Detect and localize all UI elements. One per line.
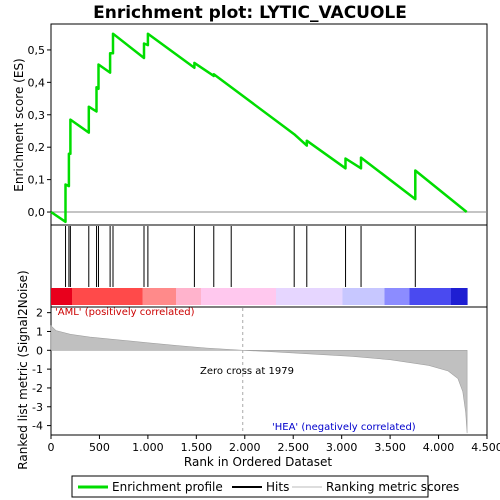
rank-y-tick-label: 2 bbox=[36, 307, 43, 320]
x-tick-label: 0 bbox=[48, 441, 55, 454]
x-tick-label: 3.500 bbox=[374, 441, 406, 454]
rank-y-tick-label: 1 bbox=[36, 325, 43, 338]
es-y-tick-label: 0,2 bbox=[28, 141, 46, 154]
es-y-tick-label: 0,0 bbox=[28, 206, 46, 219]
x-axis-ticks: 0 500 1.000 1.500 2.000 2.500 3.000 3.500 4.000 4… bbox=[48, 435, 500, 454]
x-tick-label: 3.000 bbox=[326, 441, 358, 454]
rank-panel-frame bbox=[50, 306, 488, 436]
es-panel-frame bbox=[50, 23, 488, 226]
es-y-ticks: 0,0 0,1 0,2 0,3 0,4 0,5 bbox=[28, 44, 51, 219]
ranking-metric-fill bbox=[50, 325, 468, 434]
x-tick-label: 500 bbox=[89, 441, 110, 454]
legend-hits-label: Hits bbox=[266, 480, 289, 494]
es-y-tick-label: 0,3 bbox=[28, 109, 46, 122]
rank-y-ticks: 2 1 0 -1 -2 -3 -4 bbox=[32, 307, 51, 433]
rank-y-tick-label: -3 bbox=[32, 401, 43, 414]
ranking-metric-area bbox=[50, 325, 468, 434]
es-y-axis-label: Enrichment score (ES) bbox=[12, 58, 26, 191]
rank-y-axis-label: Ranked list metric (Signal2Noise) bbox=[16, 270, 30, 469]
legend-ranking-label: Ranking metric scores bbox=[326, 480, 459, 494]
positive-correlation-label: 'AML' (positively correlated) bbox=[55, 307, 195, 318]
legend-enrichment-label: Enrichment profile bbox=[112, 480, 223, 494]
chart-title: Enrichment plot: LYTIC_VACUOLE bbox=[93, 3, 407, 23]
rank-y-tick-label: -2 bbox=[32, 382, 43, 395]
negative-correlation-label: 'HEA' (negatively correlated) bbox=[272, 422, 416, 433]
x-tick-label: 1.500 bbox=[181, 441, 213, 454]
rank-y-tick-label: 0 bbox=[36, 344, 43, 357]
enrichment-profile-line bbox=[50, 32, 468, 224]
es-y-tick-label: 0,1 bbox=[28, 174, 46, 187]
es-y-tick-label: 0,4 bbox=[28, 76, 46, 89]
rank-y-tick-label: -4 bbox=[32, 420, 43, 433]
rank-y-tick-label: -1 bbox=[32, 363, 43, 376]
x-axis-label: Rank in Ordered Dataset bbox=[184, 455, 332, 469]
zero-cross-label: Zero cross at 1979 bbox=[200, 366, 294, 377]
x-tick-label: 4.000 bbox=[423, 441, 455, 454]
es-y-tick-label: 0,5 bbox=[28, 44, 46, 57]
hit-marks bbox=[65, 226, 416, 287]
x-tick-label: 4.500 bbox=[471, 441, 500, 454]
x-tick-label: 2.500 bbox=[277, 441, 309, 454]
x-tick-label: 2.000 bbox=[229, 441, 261, 454]
enrichment-profile-path bbox=[50, 32, 468, 224]
rank-gradient-bar bbox=[51, 288, 468, 305]
x-tick-label: 1.000 bbox=[132, 441, 164, 454]
